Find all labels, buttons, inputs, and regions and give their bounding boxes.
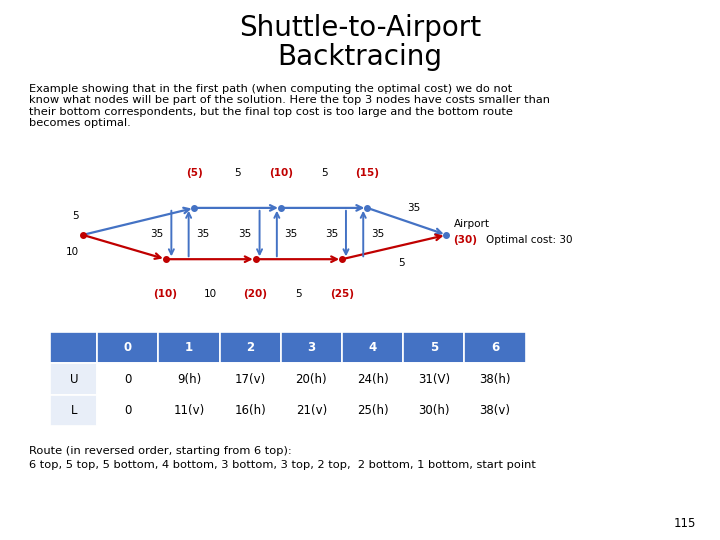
Text: 5: 5 <box>234 168 241 178</box>
Text: 25(h): 25(h) <box>357 404 388 417</box>
Text: 2: 2 <box>246 341 254 354</box>
Bar <box>50 332 97 363</box>
Bar <box>281 332 342 363</box>
Text: Airport: Airport <box>454 219 490 229</box>
Bar <box>220 363 281 395</box>
Bar <box>97 395 158 426</box>
Text: U: U <box>70 373 78 386</box>
Bar <box>403 363 464 395</box>
Text: 5: 5 <box>73 211 79 221</box>
Text: 35: 35 <box>371 228 384 239</box>
Bar <box>220 332 281 363</box>
Text: 10: 10 <box>66 247 79 258</box>
Text: (10): (10) <box>269 168 293 178</box>
Text: 20(h): 20(h) <box>296 373 327 386</box>
Text: 38(v): 38(v) <box>480 404 510 417</box>
Bar <box>403 395 464 426</box>
Text: 17(v): 17(v) <box>235 373 266 386</box>
Text: Example showing that in the first path (when computing the optimal cost) we do n: Example showing that in the first path (… <box>29 84 550 129</box>
Text: 5: 5 <box>320 168 328 178</box>
Text: 5: 5 <box>295 289 302 299</box>
Text: (15): (15) <box>355 168 379 178</box>
Bar <box>281 363 342 395</box>
Text: 6: 6 <box>491 341 499 354</box>
Bar <box>464 363 526 395</box>
Text: 0: 0 <box>124 341 132 354</box>
Text: Optimal cost: 30: Optimal cost: 30 <box>486 235 572 245</box>
Text: (10): (10) <box>153 289 178 299</box>
Bar <box>220 395 281 426</box>
Bar <box>464 332 526 363</box>
Bar <box>281 395 342 426</box>
Bar <box>158 332 220 363</box>
Text: Backtracing: Backtracing <box>277 43 443 71</box>
Text: L: L <box>71 404 77 417</box>
Text: 24(h): 24(h) <box>356 373 389 386</box>
Bar <box>97 363 158 395</box>
Text: 31(V): 31(V) <box>418 373 450 386</box>
Text: 38(h): 38(h) <box>480 373 510 386</box>
Text: 30(h): 30(h) <box>418 404 449 417</box>
Text: 35: 35 <box>325 228 338 239</box>
Text: 4: 4 <box>369 341 377 354</box>
Text: 11(v): 11(v) <box>174 404 204 417</box>
Text: 21(v): 21(v) <box>296 404 327 417</box>
Text: (5): (5) <box>186 168 203 178</box>
Bar <box>342 395 403 426</box>
Text: 35: 35 <box>408 203 420 213</box>
Text: 115: 115 <box>674 517 696 530</box>
Text: 35: 35 <box>284 228 298 239</box>
Bar <box>50 395 97 426</box>
Text: Route (in reversed order, starting from 6 top):: Route (in reversed order, starting from … <box>29 446 292 456</box>
Bar <box>342 332 403 363</box>
Bar <box>50 363 97 395</box>
Text: 3: 3 <box>307 341 315 354</box>
Text: 9(h): 9(h) <box>177 373 201 386</box>
Text: 0: 0 <box>124 373 132 386</box>
Bar <box>97 332 158 363</box>
Bar <box>464 395 526 426</box>
Text: 5: 5 <box>398 258 405 268</box>
Text: 1: 1 <box>185 341 193 354</box>
Bar <box>158 395 220 426</box>
Text: (20): (20) <box>243 289 268 299</box>
Text: 5: 5 <box>430 341 438 354</box>
Text: 16(h): 16(h) <box>234 404 266 417</box>
Text: 35: 35 <box>150 228 163 239</box>
Text: 0: 0 <box>124 404 132 417</box>
Text: Shuttle-to-Airport: Shuttle-to-Airport <box>239 14 481 42</box>
Text: 6 top, 5 top, 5 bottom, 4 bottom, 3 bottom, 3 top, 2 top,  2 bottom, 1 bottom, s: 6 top, 5 top, 5 bottom, 4 bottom, 3 bott… <box>29 460 536 470</box>
Text: 35: 35 <box>197 228 210 239</box>
Text: (30): (30) <box>454 235 477 245</box>
Bar <box>158 363 220 395</box>
Text: 35: 35 <box>238 228 252 239</box>
Text: (25): (25) <box>330 289 354 299</box>
Bar <box>342 363 403 395</box>
Text: 10: 10 <box>204 289 217 299</box>
Bar <box>403 332 464 363</box>
